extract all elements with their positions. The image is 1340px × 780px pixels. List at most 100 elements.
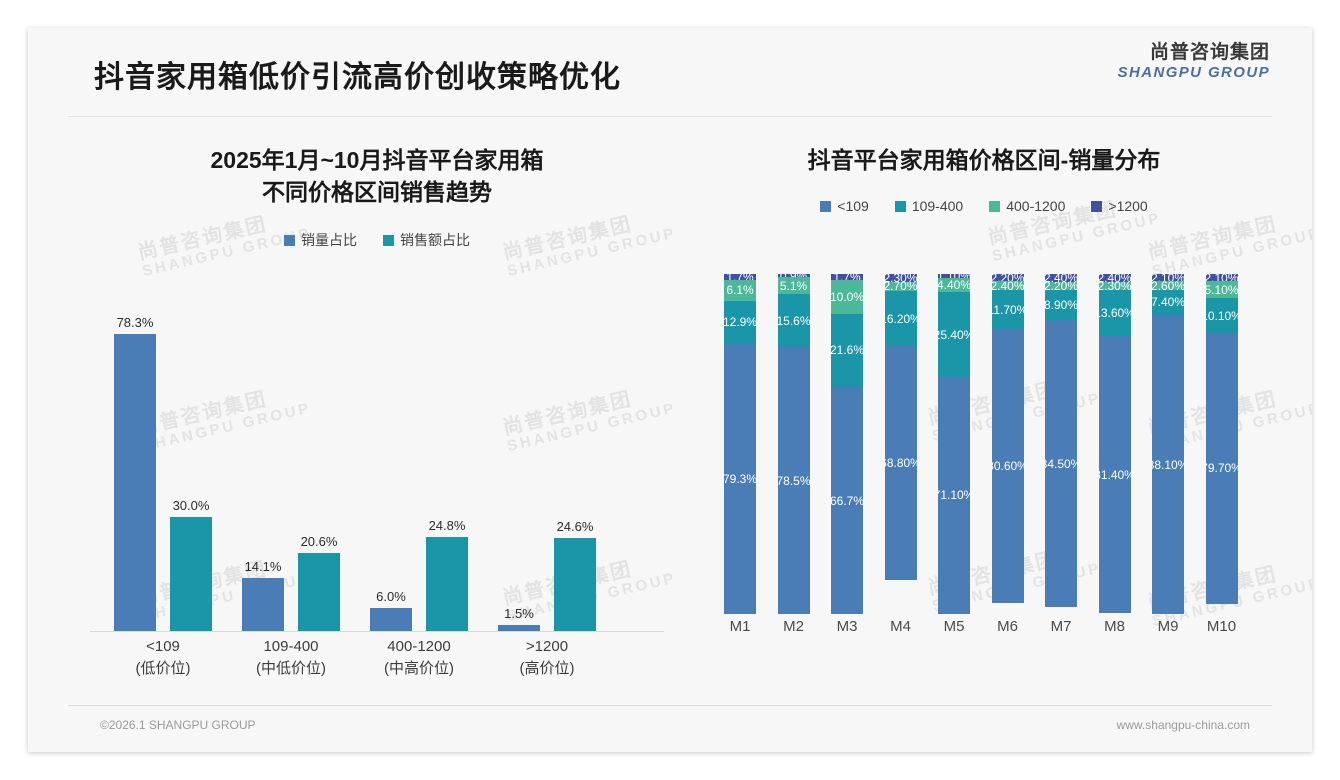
month-axis-label: M4	[890, 618, 911, 635]
stacked-segment-value-label: 5.10%	[1205, 282, 1238, 297]
bar-column[interactable]: 20.6%	[298, 534, 340, 631]
stacked-bar-segment[interactable]: 2.10%	[1205, 274, 1238, 282]
stacked-bar-column[interactable]: 0.9%5.1% 15.6% 78.5%	[777, 274, 810, 614]
bar-column[interactable]: 6.0%	[370, 589, 412, 631]
stacked-bar-segment[interactable]: 2.60%	[1152, 281, 1184, 290]
stacked-bar-segment[interactable]: 8.90%	[1045, 289, 1077, 320]
stacked-segment-value-label: 5.1%	[779, 278, 808, 293]
right-legend-item[interactable]: <109	[820, 198, 869, 214]
bar-rect[interactable]	[298, 552, 340, 631]
bar-column[interactable]: 24.6%	[554, 519, 596, 631]
stacked-bar-segment[interactable]: 88.10%	[1152, 315, 1184, 614]
month-axis-label: M10	[1206, 618, 1237, 635]
right-chart-month-labels: M1 M2 M3 M4 M5 M6 M7 M8 M9 M10	[714, 618, 1259, 644]
stacked-bar-column[interactable]: 2.20%2.40% 11.70% 80.60%	[991, 274, 1024, 614]
stacked-bar-segment[interactable]: 10.10%	[1205, 298, 1238, 333]
bar-rect[interactable]	[498, 625, 540, 631]
stacked-bar-column[interactable]: 1.7% 6.1% 12.9% 79.3%	[724, 274, 756, 614]
slide-header: 抖音家用箱低价引流高价创收策略优化 尚普咨询集团 SHANGPU GROUP	[28, 28, 1312, 118]
stacked-bar-segment[interactable]: 80.60%	[991, 329, 1024, 604]
stacked-bar-segment[interactable]: 12.9%	[724, 300, 756, 345]
stacked-bar-segment[interactable]: 81.40%	[1098, 336, 1131, 613]
bar-value-label: 14.1%	[244, 558, 282, 574]
stacked-segment-value-label: 12.9%	[724, 315, 756, 330]
month-axis-label: M1	[729, 618, 751, 635]
bar-column[interactable]: 24.8%	[426, 518, 468, 631]
month-axis-label: M3	[836, 618, 858, 635]
stacked-bar-column[interactable]: 2.40%2.20% 8.90% 84.50%	[1045, 274, 1077, 614]
stacked-segment-value-label: 81.40%	[1099, 467, 1131, 482]
right-legend-item[interactable]: 400-1200	[989, 198, 1065, 214]
stacked-segment-value-label: 13.60%	[1099, 306, 1131, 321]
legend-swatch-icon	[383, 234, 394, 246]
right-chart-panel: 抖音平台家用箱价格区间-销量分布 <109 109-400 400-1200 >120…	[694, 124, 1274, 704]
stacked-bar-segment[interactable]: 1.7%	[724, 274, 756, 280]
left-chart-plot: 78.3% 30.0% 14.1% 20.6% 6.0% 24.8% 1.5% 24.6%	[90, 284, 664, 632]
stacked-bar-column[interactable]: 2.10%2.60% 7.40% 88.10%	[1152, 274, 1184, 614]
stacked-bar-segment[interactable]: 25.40%	[938, 292, 970, 377]
stacked-segment-value-label: 79.70%	[1206, 461, 1238, 476]
stacked-bar-column[interactable]: 1.10%4.40% 25.40% 71.10%	[938, 274, 970, 614]
bar-rect[interactable]	[242, 577, 284, 631]
stacked-bar-column[interactable]: 2.10%5.10% 10.10% 79.70%	[1205, 274, 1238, 614]
stacked-segment-value-label: 4.40%	[938, 277, 970, 292]
stacked-bar-segment[interactable]: 11.70%	[991, 289, 1024, 330]
stacked-bar-segment[interactable]: 2.70%	[884, 281, 917, 291]
stacked-bar-segment[interactable]: 68.80%	[884, 346, 917, 580]
stacked-bar-column[interactable]: 2.40%2.30% 13.60% 81.40%	[1098, 274, 1131, 614]
stacked-bar-segment[interactable]: 66.7%	[831, 387, 863, 614]
stacked-bar-segment[interactable]: 2.20%	[991, 274, 1024, 282]
stacked-bar-segment[interactable]: 15.6%	[777, 294, 810, 348]
bar-rect[interactable]	[170, 517, 212, 631]
bar-column[interactable]: 30.0%	[170, 498, 212, 631]
stacked-bar-column[interactable]: 1.7% 10.0% 21.6% 66.7%	[831, 274, 863, 614]
bar-rect[interactable]	[370, 608, 412, 631]
stacked-bar-column[interactable]: 2.30%2.70% 16.20% 68.80%	[884, 274, 917, 614]
stacked-segment-value-label: 2.30%	[1098, 282, 1131, 290]
stacked-bar-segment[interactable]: 71.10%	[938, 376, 970, 614]
stacked-bar-segment[interactable]: 4.40%	[938, 277, 970, 293]
stacked-segment-value-label: 1.7%	[833, 274, 860, 280]
bar-column[interactable]: 14.1%	[242, 559, 284, 631]
left-legend-item[interactable]: 销售额占比	[383, 230, 470, 250]
bar-rect[interactable]	[554, 537, 596, 631]
right-legend-item[interactable]: >1200	[1091, 198, 1148, 214]
right-legend-item[interactable]: 109-400	[894, 198, 963, 214]
legend-label: 400-1200	[1006, 198, 1066, 214]
stacked-segment-value-label: 1.10%	[938, 274, 970, 278]
bar-value-label: 24.6%	[556, 518, 594, 534]
stacked-bar-segment[interactable]: 21.6%	[831, 313, 863, 388]
bar-value-label: 1.5%	[504, 606, 534, 622]
stacked-bar-segment[interactable]: 5.1%	[777, 277, 810, 295]
stacked-bar-segment[interactable]: 2.30%	[1098, 282, 1131, 290]
stacked-bar-segment[interactable]: 2.40%	[1045, 274, 1077, 283]
stacked-bar-segment[interactable]: 79.70%	[1205, 332, 1238, 604]
stacked-bar-segment[interactable]: 6.1%	[724, 279, 756, 301]
stacked-bar-segment[interactable]: 7.40%	[1152, 289, 1184, 316]
stacked-bar-segment[interactable]: 79.3%	[724, 344, 756, 614]
stacked-bar-segment[interactable]: 5.10%	[1205, 281, 1238, 299]
bar-rect[interactable]	[426, 537, 468, 631]
category-label: >1200 (高价位)	[472, 636, 622, 680]
stacked-bar-segment[interactable]: 2.30%	[884, 274, 917, 282]
bar-column[interactable]: 78.3%	[114, 315, 156, 631]
stacked-bar-segment[interactable]: 2.20%	[1045, 282, 1077, 290]
stacked-segment-value-label: 1.7%	[726, 274, 753, 280]
stacked-bar-segment[interactable]: 0.9%	[777, 274, 810, 278]
stacked-bar-segment[interactable]: 10.0%	[831, 279, 863, 314]
bar-rect[interactable]	[114, 334, 156, 631]
stacked-bar-segment[interactable]: 84.50%	[1045, 319, 1077, 608]
stacked-bar-segment[interactable]: 78.5%	[777, 347, 810, 614]
stacked-bar-segment[interactable]: 16.20%	[884, 290, 917, 347]
stacked-bar-segment[interactable]: 2.10%	[1152, 274, 1184, 282]
stacked-bar-segment[interactable]: 2.40%	[1098, 274, 1131, 283]
stacked-bar-segment[interactable]: 2.40%	[991, 281, 1024, 290]
bar-column[interactable]: 1.5%	[498, 606, 540, 631]
category-label: 109-400 (中低价位)	[216, 636, 366, 680]
stacked-bar-segment[interactable]: 1.7%	[831, 274, 863, 280]
stacked-segment-value-label: 25.40%	[938, 327, 970, 342]
stacked-bar-segment[interactable]: 13.60%	[1098, 289, 1131, 337]
left-legend-item[interactable]: 销量占比	[284, 230, 357, 250]
legend-label: 销量占比	[301, 232, 357, 248]
stacked-bar-segment[interactable]: 1.10%	[938, 274, 970, 278]
